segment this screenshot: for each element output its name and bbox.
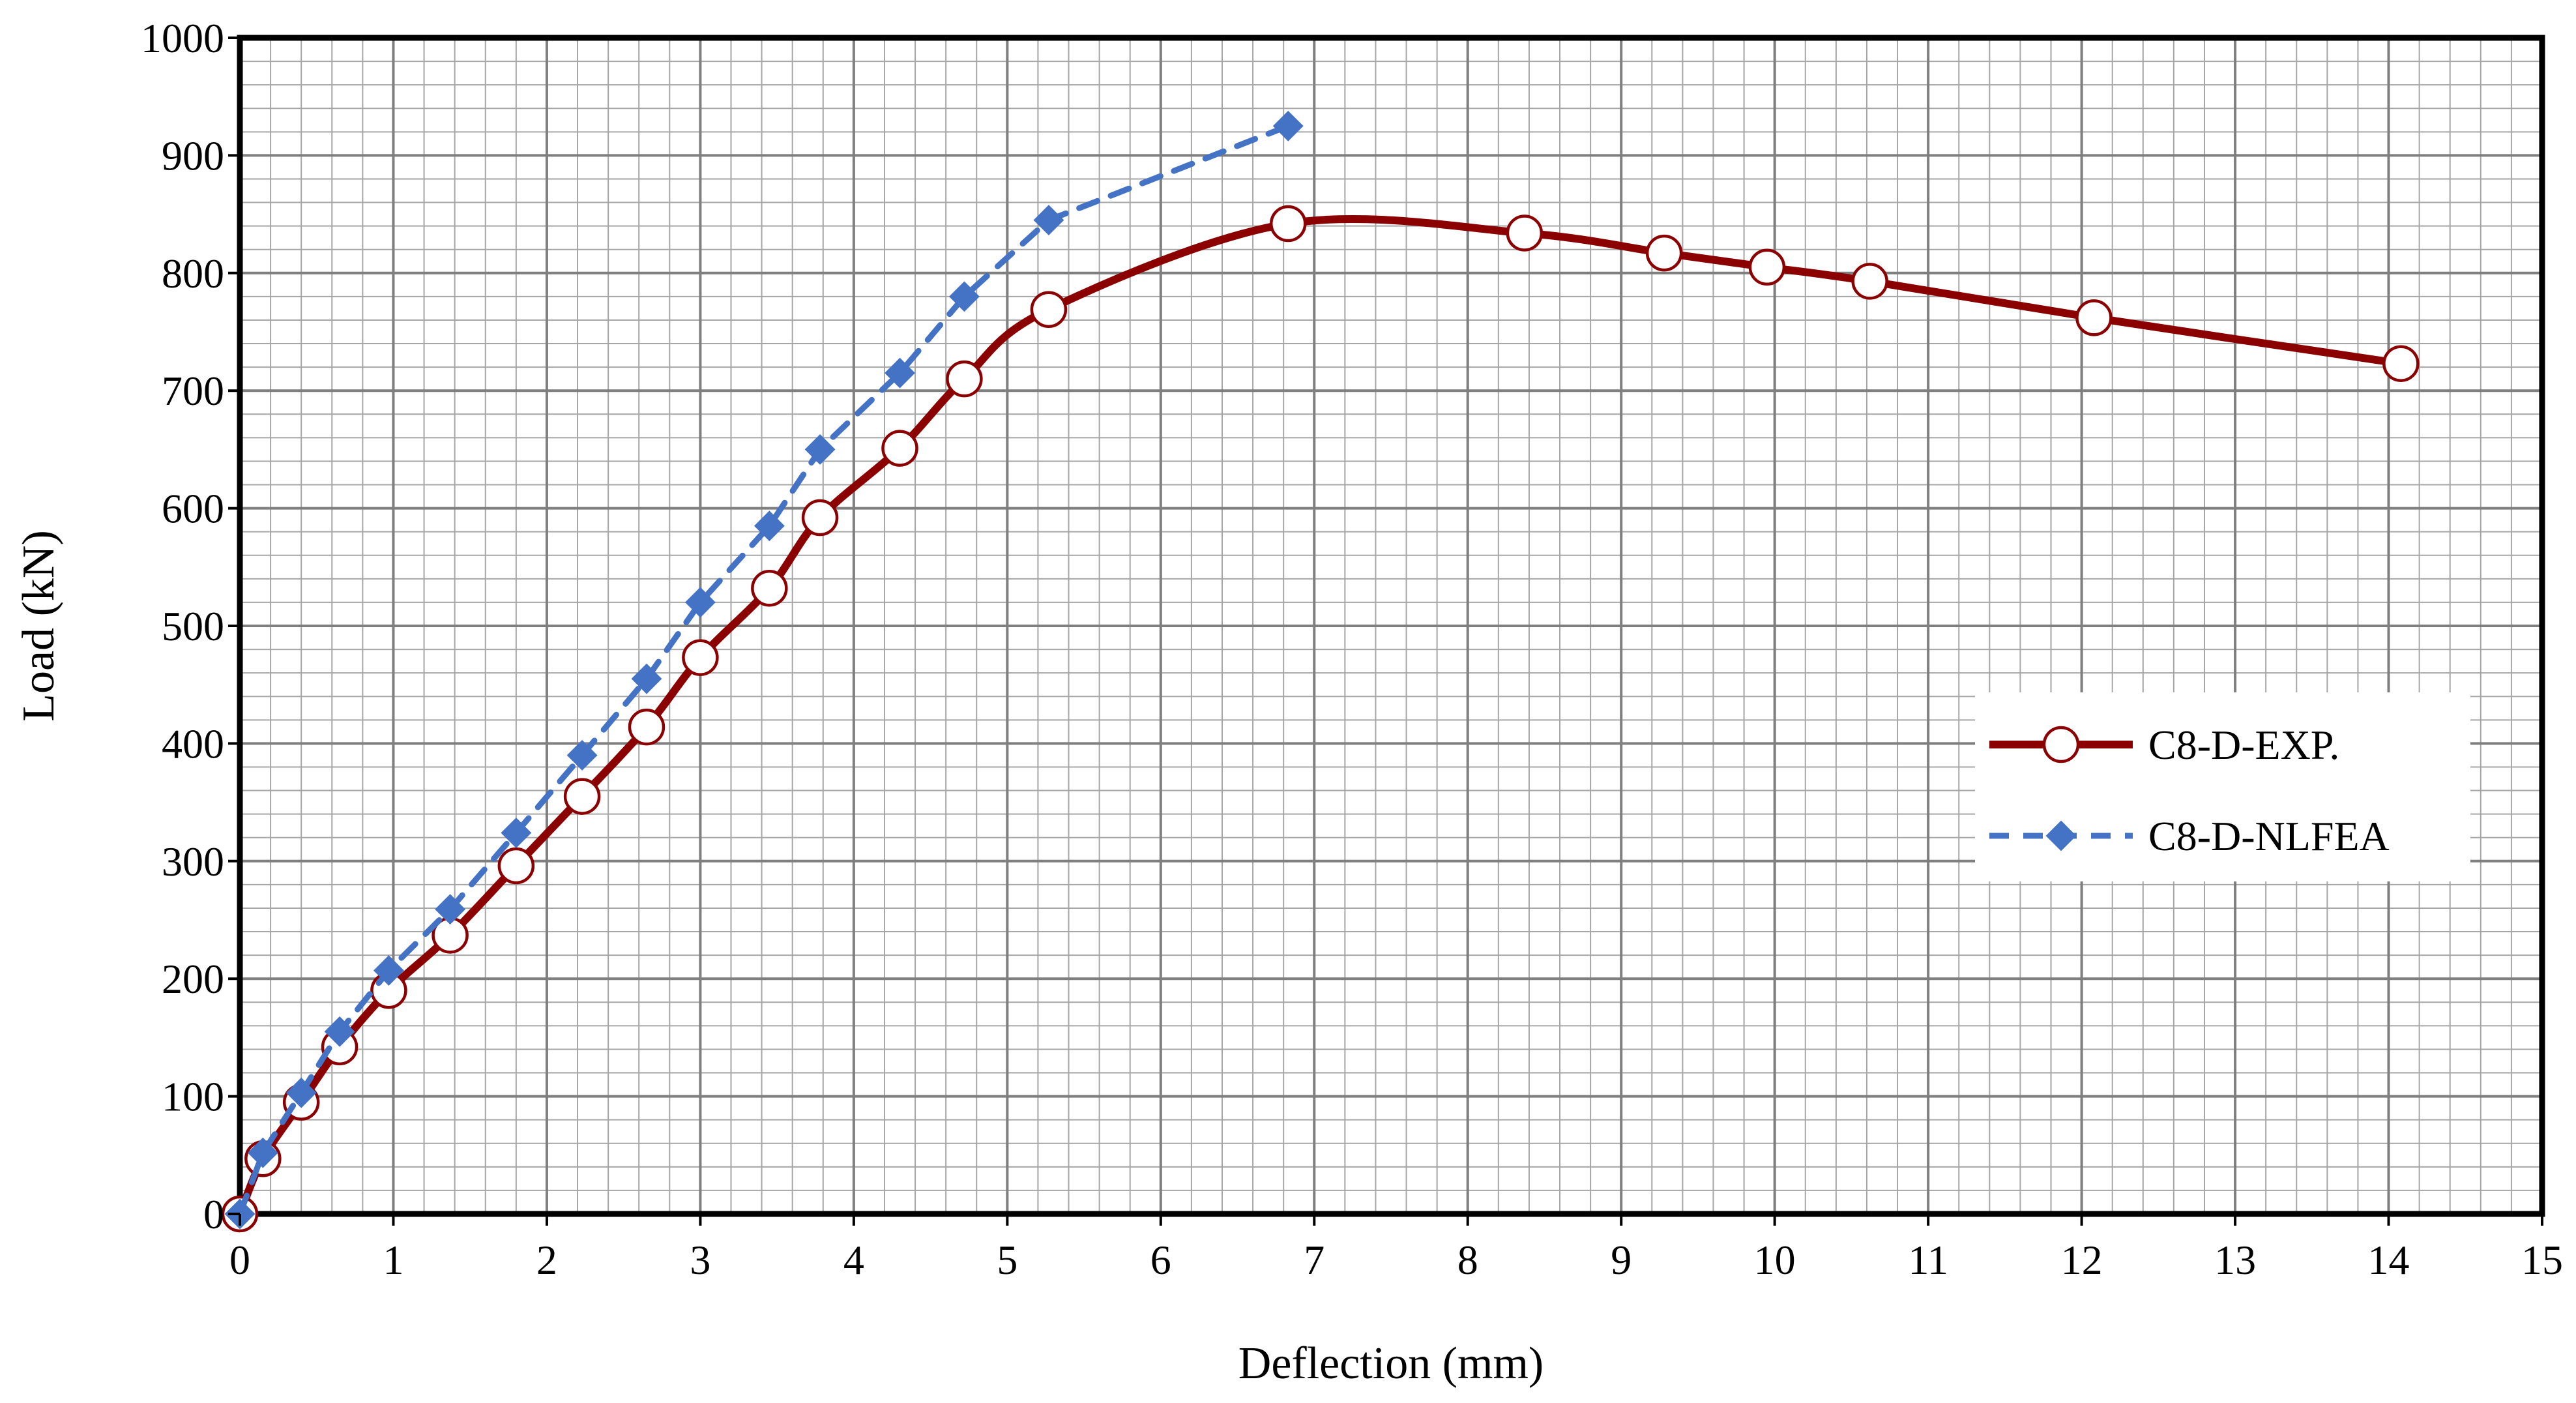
x-tick-label: 14: [2368, 1237, 2410, 1283]
data-point-marker: [885, 357, 915, 389]
data-point-marker: [501, 818, 532, 848]
data-point-marker: [881, 430, 918, 467]
data-point-marker: [628, 708, 666, 746]
x-tick-label: 7: [1304, 1237, 1325, 1283]
data-point-marker: [373, 955, 404, 986]
y-tick-label: 0: [203, 1191, 224, 1237]
data-point-marker: [247, 1137, 278, 1168]
data-point-marker: [2382, 345, 2420, 382]
x-tick-label: 9: [1611, 1237, 1632, 1283]
x-tick-label: 3: [690, 1237, 710, 1283]
x-tick-label: 0: [229, 1237, 250, 1283]
data-point-marker: [1851, 263, 1888, 300]
legend-box: [1975, 692, 2470, 881]
y-tick-label: 600: [162, 486, 224, 532]
x-tick-label: 1: [383, 1237, 403, 1283]
y-axis-tick-labels: 0 100 200 300 400 500 600 700 800 900 1000: [141, 15, 240, 1237]
y-tick-label: 700: [162, 368, 224, 414]
data-point-marker: [324, 1016, 355, 1047]
x-tick-label: 4: [843, 1237, 864, 1283]
y-tick-label: 100: [162, 1074, 224, 1120]
x-tick-label: 6: [1150, 1237, 1171, 1283]
data-point-marker: [682, 639, 719, 676]
data-point-marker: [1272, 110, 1304, 141]
data-point-marker: [1030, 291, 1068, 328]
y-axis-title: Load (kN): [14, 530, 64, 722]
x-axis-tick-labels: 0 1 2 3 4 5 6 7 8 9 10 11 12 13 14 15: [229, 1214, 2563, 1283]
y-tick-label: 500: [162, 603, 224, 649]
data-point-marker: [948, 281, 980, 312]
data-point-marker: [631, 663, 662, 694]
data-point-marker: [801, 499, 839, 537]
data-point-marker: [1269, 205, 1307, 243]
data-point-marker: [563, 778, 601, 815]
legend-marker-swatch: [2045, 820, 2077, 851]
data-point-marker: [1748, 248, 1786, 286]
series-line: [237, 123, 1291, 1217]
y-tick-label: 400: [162, 720, 224, 767]
x-tick-label: 2: [536, 1237, 557, 1283]
x-tick-label: 12: [2061, 1237, 2103, 1283]
x-tick-label: 15: [2521, 1237, 2563, 1283]
data-point-marker: [804, 434, 836, 465]
legend-item: C8-D-NLFEA: [1989, 813, 2390, 859]
x-tick-label: 8: [1457, 1237, 1478, 1283]
x-tick-label: 5: [997, 1237, 1017, 1283]
y-tick-label: 200: [162, 956, 224, 1002]
y-tick-label: 900: [162, 132, 224, 179]
series-c8-d-nlfea: [224, 110, 1304, 1230]
data-point-marker: [1645, 234, 1683, 272]
data-point-marker: [497, 847, 535, 885]
x-axis-title: Deflection (mm): [1238, 1338, 1544, 1389]
data-point-marker: [684, 587, 716, 618]
data-point-marker: [1506, 214, 1544, 252]
x-tick-label: 10: [1754, 1237, 1796, 1283]
x-tick-label: 13: [2214, 1237, 2256, 1283]
x-tick-label: 11: [1908, 1237, 1948, 1283]
legend: C8-D-EXP. C8-D-NLFEA: [1975, 692, 2470, 881]
data-point-marker: [566, 740, 598, 771]
y-tick-label: 300: [162, 838, 224, 885]
data-point-marker: [435, 894, 466, 925]
data-point-marker: [2075, 299, 2113, 336]
series-layer: [221, 110, 2420, 1233]
legend-marker-swatch: [2042, 726, 2080, 763]
data-point-marker: [751, 570, 788, 607]
y-tick-label: 800: [162, 250, 224, 297]
legend-label: C8-D-EXP.: [2148, 722, 2339, 768]
data-point-marker: [285, 1077, 317, 1108]
data-point-marker: [754, 510, 785, 542]
data-point-marker: [946, 360, 983, 398]
legend-label: C8-D-NLFEA: [2148, 813, 2390, 859]
y-tick-label: 1000: [141, 15, 224, 61]
legend-item: C8-D-EXP.: [1989, 722, 2339, 768]
data-point-marker: [1033, 205, 1064, 236]
